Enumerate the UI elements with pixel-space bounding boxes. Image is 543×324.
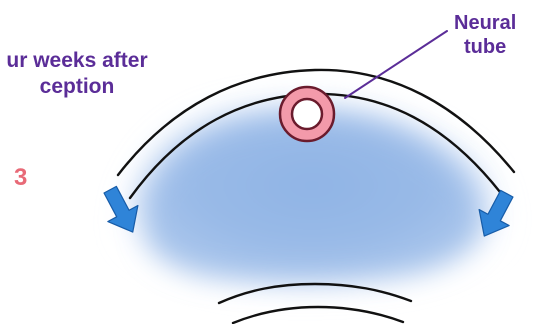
diagram-caption: ur weeks after ception <box>0 48 172 99</box>
neural-tube-label-line-1: Neural <box>454 12 517 34</box>
downward-arrow-icon <box>478 189 514 237</box>
downward-arrow-icon <box>103 185 139 233</box>
step-number: 3 <box>14 164 28 191</box>
neural-tube-lumen <box>290 97 324 131</box>
caption-line-1: ur weeks after <box>6 49 148 72</box>
neural-tube-label: Neural tube <box>454 12 516 59</box>
lower-arc-lines <box>217 282 413 324</box>
embryo-tissue <box>122 102 502 291</box>
lower-outer-arc <box>217 282 413 305</box>
outer-arc <box>116 68 516 177</box>
caption-line-2: ception <box>39 74 115 98</box>
neural-tube <box>278 85 336 143</box>
neural-tube-label-line-2: tube <box>464 35 507 58</box>
neural-tube-leader-line <box>344 30 448 99</box>
lower-inner-arc <box>231 305 405 324</box>
